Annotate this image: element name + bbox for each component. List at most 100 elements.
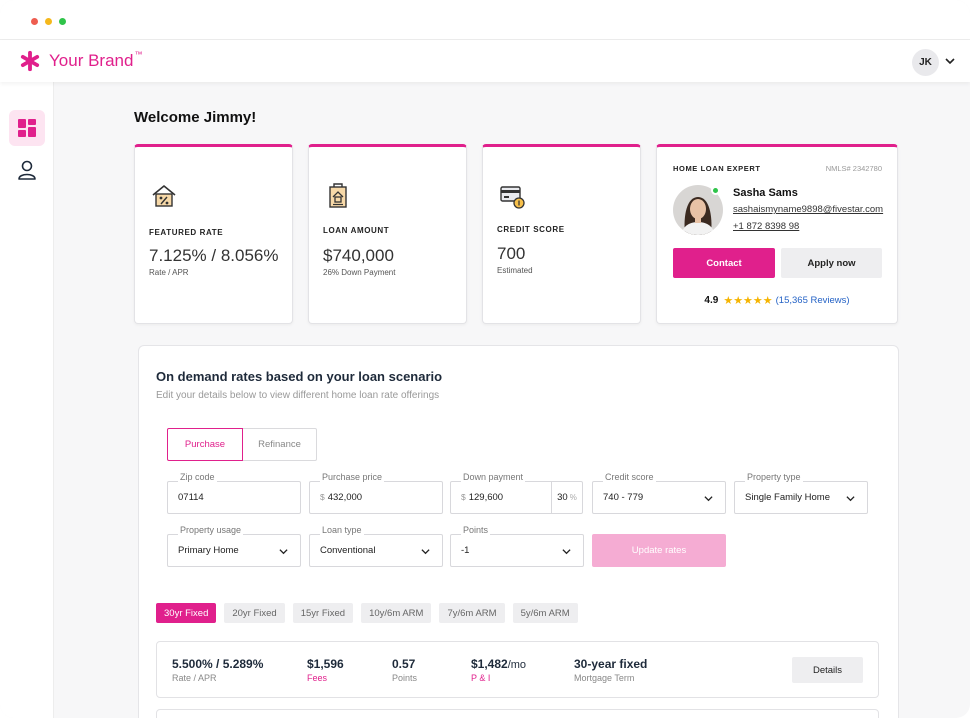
points-select[interactable]: Points -1 [450,525,584,567]
currency-prefix: $ [320,492,325,502]
sidebar-item-profile[interactable] [9,152,45,188]
top-navbar: Your Brand ™ JK [0,40,970,82]
refinance-tab[interactable]: Refinance [243,428,317,461]
expert-email-link[interactable]: sashaismyname9898@fivestar.com [733,204,884,215]
chevron-down-icon [846,496,855,502]
purchase-tab[interactable]: Purchase [167,428,243,461]
card-label: LOAN AMOUNT [323,226,390,235]
property-usage-select[interactable]: Property usage Primary Home [167,525,301,567]
rate-offer-row-next [156,709,879,718]
rate-apr-value: 5.500% / 5.289% [172,657,264,671]
zip-code-field[interactable]: Zip code 07114 [167,472,301,514]
field-value: Primary Home [178,545,239,556]
fees-col: $1,596 Fees [307,657,344,683]
brand-name: Your Brand [49,51,134,70]
expert-phone-link[interactable]: +1 872 8398 98 [733,221,800,232]
percent-unit: % [569,493,577,502]
term-label: Mortgage Term [574,673,635,683]
loan-amount-card: LOAN AMOUNT $740,000 26% Down Payment [308,144,467,324]
reviews-link[interactable]: (15,365 Reviews) [775,295,850,306]
loan-type-select[interactable]: Loan type Conventional [309,525,443,567]
maximize-window-dot[interactable] [59,18,66,25]
chevron-down-icon[interactable] [944,55,956,67]
credit-score-card: CREDIT SCORE 700 Estimated [482,144,641,324]
update-rates-button[interactable]: Update rates [592,534,726,567]
field-value: Conventional [320,545,376,556]
card-value: $740,000 [323,246,394,265]
chevron-down-icon [421,549,430,555]
term-tab-15yr-fixed[interactable]: 15yr Fixed [292,603,354,623]
field-label: Down payment [461,472,526,482]
rates-panel: On demand rates based on your loan scena… [138,345,899,718]
field-label: Points [461,525,491,535]
fees-link[interactable]: Fees [307,673,328,683]
payment-value-wrap: $1,482/mo [471,657,526,671]
loan-term-tabs: 30yr Fixed 20yr Fixed 15yr Fixed 10y/6m … [156,603,586,623]
card-subtext: Rate / APR [149,268,189,277]
field-value: 129,600 [468,492,504,503]
featured-rate-card: FEATURED RATE 7.125% / 8.056% Rate / APR [134,144,293,324]
field-label: Property type [745,472,803,482]
points-value: 0.57 [392,657,416,671]
field-value-wrap: $129,600 [461,492,503,503]
credit-score-select[interactable]: Credit score 740 - 779 [592,472,726,514]
currency-prefix: $ [461,492,466,502]
apply-now-button[interactable]: Apply now [781,248,882,278]
expert-label: HOME LOAN EXPERT [673,164,761,173]
credit-card-icon [500,186,525,209]
title-bar [0,0,970,40]
field-label: Loan type [320,525,364,535]
loan-document-icon [329,183,347,208]
star-rating-icon: ★★★★★ [723,295,773,307]
expert-rating: 4.9 ★★★★★ (15,365 Reviews) [657,294,897,307]
field-label: Zip code [178,472,217,482]
term-tab-5y-arm[interactable]: 5y/6m ARM [512,603,578,623]
property-type-select[interactable]: Property type Single Family Home [734,472,868,514]
contact-button[interactable]: Contact [673,248,775,278]
welcome-heading: Welcome Jimmy! [134,109,257,126]
close-window-dot[interactable] [31,18,38,25]
purchase-price-field[interactable]: Purchase price $432,000 [309,472,443,514]
online-status-dot [711,186,720,195]
card-label: CREDIT SCORE [497,225,565,234]
rate-apr-col: 5.500% / 5.289% Rate / APR [172,657,263,683]
payment-col: $1,482/mo P & I [471,657,526,683]
term-tab-30yr-fixed[interactable]: 30yr Fixed [156,603,217,623]
nmls-number: NMLS# 2342780 [825,164,882,173]
field-value: -1 [461,545,470,556]
field-label: Purchase price [320,472,385,482]
rate-offer-row: 5.500% / 5.289% Rate / APR $1,596 Fees 0… [156,641,879,698]
field-value: 07114 [178,492,204,503]
card-subtext: Estimated [497,266,533,275]
details-button[interactable]: Details [792,657,863,683]
down-payment-percent-input[interactable]: 30% [551,482,582,513]
home-loan-expert-card: HOME LOAN EXPERT NMLS# 2342780 Sasha Sam… [656,144,898,324]
field-label: Credit score [603,472,656,482]
brand-logo[interactable]: Your Brand ™ [19,50,142,72]
chevron-down-icon [562,549,571,555]
field-value: Single Family Home [745,492,830,503]
down-payment-field[interactable]: Down payment $129,600 30% [450,472,583,514]
field-value: 432,000 [327,492,363,503]
term-tab-20yr-fixed[interactable]: 20yr Fixed [224,603,285,623]
term-tab-10y-arm[interactable]: 10y/6m ARM [361,603,432,623]
user-avatar[interactable]: JK [912,49,939,76]
user-icon [18,160,36,180]
points-label: Points [392,673,418,683]
term-tab-7y-arm[interactable]: 7y/6m ARM [439,603,505,623]
asterisk-logo-icon [20,50,40,72]
field-value-wrap: $432,000 [320,492,362,503]
percent-value: 30 [557,492,568,503]
sidebar-item-dashboard[interactable] [9,110,45,146]
payment-link[interactable]: P & I [471,673,491,683]
card-value: 700 [497,244,526,263]
payment-value: $1,482 [471,657,508,671]
rating-value: 4.9 [704,295,719,306]
minimize-window-dot[interactable] [45,18,52,25]
expert-name: Sasha Sams [733,187,798,199]
card-label: FEATURED RATE [149,228,224,237]
field-value: 740 - 779 [603,492,644,503]
payment-unit: /mo [507,659,527,671]
term-col: 30-year fixed Mortgage Term [574,657,647,683]
